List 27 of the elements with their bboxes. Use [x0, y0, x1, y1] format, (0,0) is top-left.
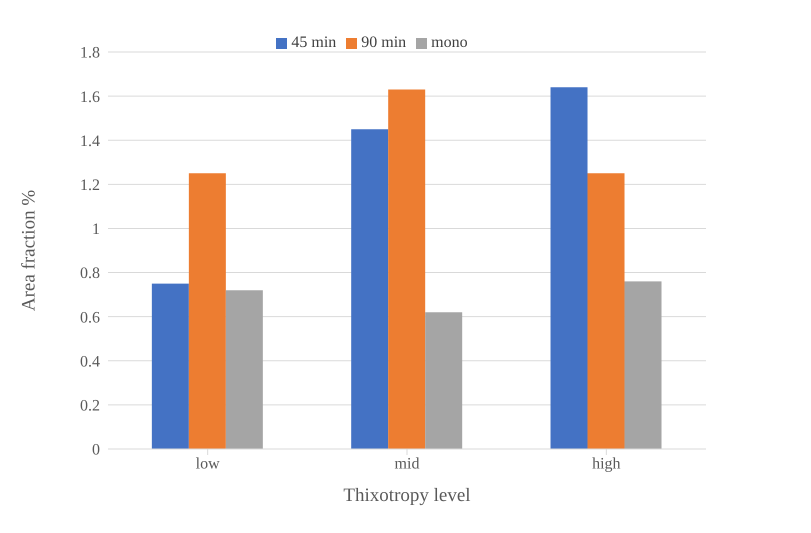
bar [188, 173, 226, 449]
bar [624, 281, 662, 449]
bar [425, 312, 462, 449]
y-tick-label: 0.8 [80, 265, 100, 282]
legend-label: 90 min [361, 34, 406, 51]
bar [588, 173, 625, 449]
x-tick-label: high [592, 455, 621, 472]
legend-label: 45 min [291, 34, 336, 51]
y-tick-label: 1.8 [80, 44, 100, 62]
x-axis-title: Thixotropy level [343, 485, 471, 506]
y-tick-label: 1 [92, 221, 100, 238]
y-tick-label: 0.4 [80, 353, 100, 370]
y-tick-label: 0 [92, 442, 100, 459]
y-tick-label: 1.6 [80, 88, 100, 106]
y-tick-label: 0.2 [80, 398, 100, 415]
y-tick-label: 1.2 [80, 177, 100, 194]
bar [550, 87, 588, 449]
y-tick-label: 0.6 [80, 309, 100, 326]
bar [351, 129, 388, 449]
legend-label: mono [431, 34, 468, 51]
bar [226, 290, 263, 449]
bar [152, 284, 189, 449]
y-axis-title: Area fraction % [18, 190, 40, 312]
x-tick-label: mid [394, 455, 420, 472]
bar [388, 89, 426, 449]
y-tick-label: 1.4 [80, 132, 100, 150]
x-tick-label: low [196, 455, 220, 472]
